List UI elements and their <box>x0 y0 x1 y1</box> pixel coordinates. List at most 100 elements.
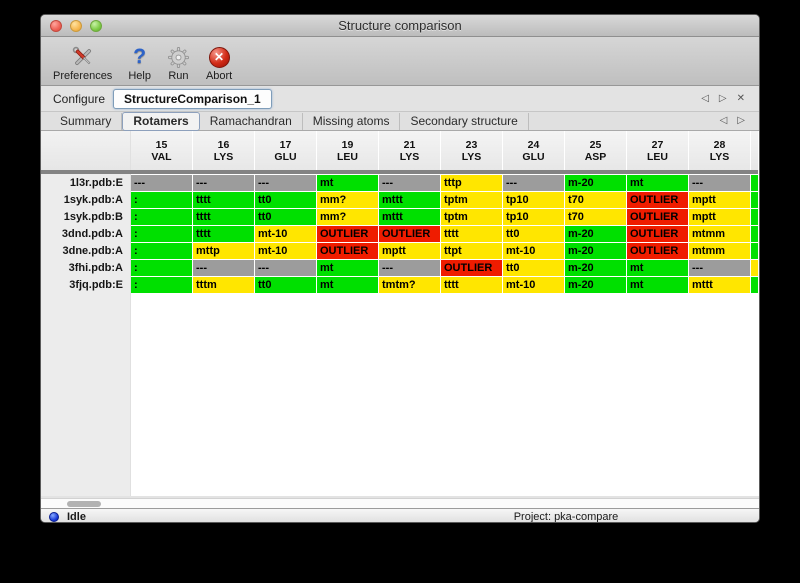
row-label[interactable]: 1l3r.pdb:E <box>41 175 130 191</box>
rotamer-cell[interactable]: tp10 <box>503 192 564 208</box>
horizontal-scrollbar[interactable] <box>41 498 759 508</box>
rotamer-cell[interactable]: mt <box>627 277 688 293</box>
rotamer-cell[interactable]: mt-10 <box>503 243 564 259</box>
column-header[interactable]: 23 LYS <box>441 131 502 170</box>
tabs-next-icon[interactable]: ▷ <box>737 115 745 126</box>
minimize-window-button[interactable] <box>70 20 82 32</box>
row-label[interactable]: 1syk.pdb:A <box>41 192 130 208</box>
rotamer-cell[interactable]: --- <box>193 175 254 191</box>
rotamer-cell[interactable]: m-20 <box>565 226 626 242</box>
rotamer-cell[interactable]: OUTLIER <box>441 260 502 276</box>
rotamer-cell[interactable]: mt <box>627 260 688 276</box>
rotamer-cell[interactable]: tttt <box>193 192 254 208</box>
rotamer-cell[interactable]: tt0 <box>255 209 316 225</box>
rotamer-cell[interactable]: mt <box>317 277 378 293</box>
rotamer-cell[interactable]: OUTLIER <box>379 226 440 242</box>
rotamer-cell[interactable]: tttm <box>193 277 254 293</box>
row-label[interactable]: 3fjq.pdb:E <box>41 277 130 293</box>
rotamer-cell[interactable]: : <box>131 243 192 259</box>
tab-summary[interactable]: Summary <box>49 112 123 130</box>
rotamer-cell[interactable]: m-20 <box>565 175 626 191</box>
rotamer-cell[interactable]: --- <box>131 175 192 191</box>
rotamer-cell[interactable]: ttpt <box>441 243 502 259</box>
config-close-icon[interactable]: ✕ <box>736 92 745 104</box>
row-label[interactable]: 3dnd.pdb:A <box>41 226 130 242</box>
rotamer-cell[interactable]: mptt <box>689 192 750 208</box>
rotamer-cell[interactable]: --- <box>255 260 316 276</box>
rotamer-cell[interactable]: tttt <box>193 209 254 225</box>
row-label[interactable]: 3fhi.pdb:A <box>41 260 130 276</box>
rotamer-cell[interactable]: : <box>131 277 192 293</box>
rotamer-cell[interactable]: t70 <box>565 192 626 208</box>
rotamer-cell[interactable]: tp10 <box>503 209 564 225</box>
abort-button[interactable]: ✕ Abort <box>206 44 232 83</box>
scrollbar-thumb[interactable] <box>67 501 101 507</box>
column-header[interactable]: 24 GLU <box>503 131 564 170</box>
column-header[interactable]: 28 LYS <box>689 131 750 170</box>
rotamer-cell[interactable]: tptm <box>441 209 502 225</box>
rotamer-cell[interactable]: mm? <box>317 209 378 225</box>
rotamer-cell[interactable]: OUTLIER <box>317 243 378 259</box>
rotamer-cell[interactable]: : <box>131 260 192 276</box>
config-prev-icon[interactable]: ◁ <box>701 92 709 104</box>
rotamer-cell[interactable]: mt-10 <box>503 277 564 293</box>
rotamer-cell[interactable]: mt <box>317 175 378 191</box>
rotamer-cell[interactable]: tmtm? <box>379 277 440 293</box>
rotamer-cell[interactable]: mt <box>627 175 688 191</box>
rotamer-cell[interactable]: OUTLIER <box>627 209 688 225</box>
rotamer-cell[interactable]: --- <box>379 175 440 191</box>
column-header[interactable]: 16 LYS <box>193 131 254 170</box>
help-button[interactable]: ? Help <box>128 44 151 83</box>
rotamer-cell[interactable]: OUTLIER <box>627 243 688 259</box>
rotamer-cell[interactable]: --- <box>689 260 750 276</box>
column-header[interactable]: 25 ASP <box>565 131 626 170</box>
rotamer-cell[interactable]: mt-10 <box>255 226 316 242</box>
rotamer-cell[interactable]: tttt <box>193 226 254 242</box>
tabs-prev-icon[interactable]: ◁ <box>719 115 728 126</box>
rotamer-cell[interactable]: --- <box>689 175 750 191</box>
rotamer-cell[interactable]: mptt <box>689 209 750 225</box>
rotamer-cell[interactable]: mttt <box>379 192 440 208</box>
rotamer-cell[interactable]: tt0 <box>503 260 564 276</box>
rotamer-cell[interactable]: mptt <box>379 243 440 259</box>
tab-secondary-structure[interactable]: Secondary structure <box>400 112 529 130</box>
rotamer-cell[interactable]: t70 <box>565 209 626 225</box>
rotamer-cell[interactable]: mt-10 <box>255 243 316 259</box>
rotamer-cell[interactable]: mt <box>317 260 378 276</box>
rotamer-cell[interactable]: m-20 <box>565 260 626 276</box>
rotamer-cell[interactable]: OUTLIER <box>627 192 688 208</box>
rotamer-cell[interactable]: : <box>131 209 192 225</box>
rotamer-cell[interactable]: tt0 <box>255 277 316 293</box>
zoom-window-button[interactable] <box>90 20 102 32</box>
rotamer-cell[interactable]: tt0 <box>503 226 564 242</box>
rotamer-cell[interactable]: mtmm <box>689 226 750 242</box>
rotamer-cell[interactable]: OUTLIER <box>627 226 688 242</box>
preferences-button[interactable]: Preferences <box>53 44 112 83</box>
rotamer-cell[interactable]: OUTLIER <box>317 226 378 242</box>
run-button[interactable]: Run <box>167 44 190 83</box>
rotamer-cell[interactable]: mm? <box>317 192 378 208</box>
rotamer-cell[interactable]: : <box>131 226 192 242</box>
rotamer-cell[interactable]: --- <box>503 175 564 191</box>
rotamer-cell[interactable]: m-20 <box>565 243 626 259</box>
close-window-button[interactable] <box>50 20 62 32</box>
tab-ramachandran[interactable]: Ramachandran <box>200 112 303 130</box>
column-header[interactable]: 27 LEU <box>627 131 688 170</box>
rotamer-cell[interactable]: tt0 <box>255 192 316 208</box>
config-next-icon[interactable]: ▷ <box>718 92 727 104</box>
column-header[interactable]: 21 LYS <box>379 131 440 170</box>
column-header[interactable]: 17 GLU <box>255 131 316 170</box>
row-label[interactable]: 3dne.pdb:A <box>41 243 130 259</box>
row-label[interactable]: 1syk.pdb:B <box>41 209 130 225</box>
tab-rotamers[interactable]: Rotamers <box>122 111 200 131</box>
column-header[interactable]: 15 VAL <box>131 131 192 170</box>
rotamer-cell[interactable]: mttt <box>689 277 750 293</box>
rotamer-cell[interactable]: --- <box>379 260 440 276</box>
tab-missing-atoms[interactable]: Missing atoms <box>303 112 401 130</box>
rotamer-cell[interactable]: : <box>131 192 192 208</box>
rotamer-cell[interactable]: mttt <box>379 209 440 225</box>
rotamer-cell[interactable]: tttt <box>441 277 502 293</box>
rotamer-cell[interactable]: tptm <box>441 192 502 208</box>
rotamer-cell[interactable]: tttt <box>441 226 502 242</box>
rotamer-cell[interactable]: tttp <box>441 175 502 191</box>
